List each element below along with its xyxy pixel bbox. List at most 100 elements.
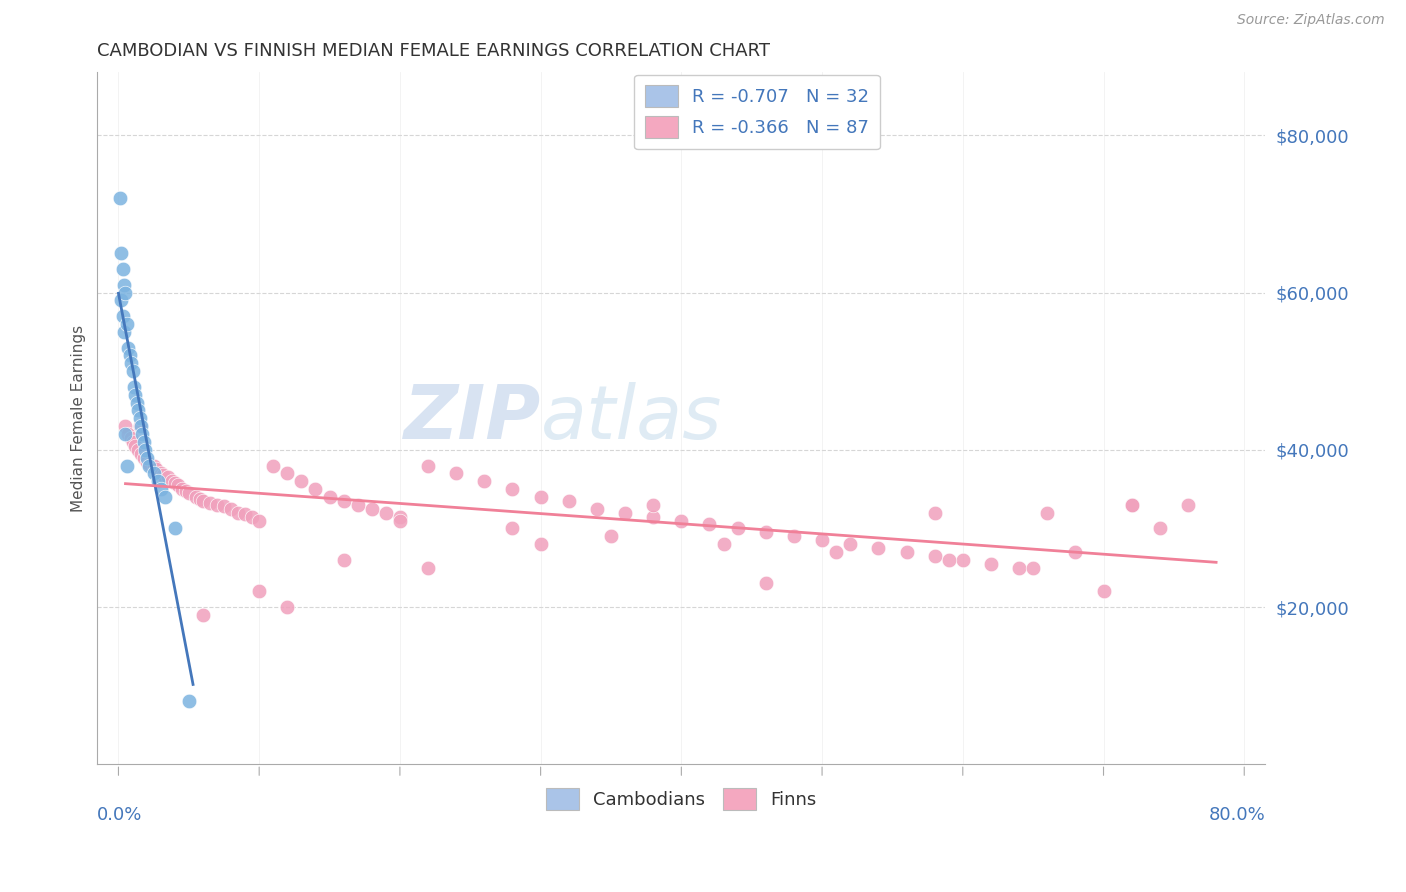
Point [111,309,134,323]
Point [125,395,148,409]
Point [262,458,284,473]
Point [247,514,270,528]
Point [416,458,439,473]
Text: 80.0%: 80.0% [1209,805,1265,824]
Point [558,494,581,508]
Point [145,462,167,476]
Point [127,403,149,417]
Point [825,545,848,559]
Point [114,419,136,434]
Point [755,525,778,540]
Point [128,411,150,425]
Point [219,501,242,516]
Point [1121,498,1143,512]
Point [128,419,150,434]
Point [108,191,131,205]
Point [727,521,749,535]
Point [110,246,132,260]
Point [111,262,134,277]
Point [501,482,523,496]
Point [304,482,326,496]
Point [388,509,411,524]
Point [226,506,249,520]
Point [896,545,918,559]
Point [177,694,200,708]
Point [276,600,298,615]
Point [1064,545,1087,559]
Text: Source: ZipAtlas.com: Source: ZipAtlas.com [1237,13,1385,28]
Point [174,483,197,498]
Point [1036,506,1059,520]
Point [530,537,553,551]
Point [129,447,152,461]
Point [332,553,354,567]
Point [755,576,778,591]
Point [120,356,142,370]
Point [114,427,136,442]
Point [122,380,145,394]
Point [149,482,172,496]
Point [374,506,396,520]
Point [501,521,523,535]
Point [138,457,160,471]
Point [1121,498,1143,512]
Point [131,427,153,442]
Point [115,458,138,473]
Point [247,584,270,599]
Text: ZIP: ZIP [404,382,541,455]
Point [643,498,665,512]
Point [153,490,176,504]
Point [924,506,946,520]
Point [142,458,165,473]
Point [156,470,179,484]
Point [212,500,235,514]
Text: 0.0%: 0.0% [97,805,143,824]
Point [166,478,188,492]
Point [671,514,693,528]
Point [530,490,553,504]
Point [1092,584,1115,599]
Legend: Cambodians, Finns: Cambodians, Finns [538,781,824,817]
Point [188,491,211,506]
Point [472,475,495,489]
Point [346,498,368,512]
Y-axis label: Median Female Earnings: Median Female Earnings [72,325,86,512]
Point [135,454,157,468]
Point [811,533,834,548]
Point [444,467,467,481]
Point [127,442,149,457]
Point [924,549,946,563]
Point [614,506,637,520]
Point [643,509,665,524]
Point [112,277,135,292]
Point [318,490,340,504]
Point [149,467,172,481]
Point [600,529,623,543]
Point [120,431,142,445]
Text: atlas: atlas [541,383,723,454]
Point [117,341,139,355]
Point [586,501,609,516]
Point [129,419,152,434]
Point [205,498,228,512]
Point [121,364,143,378]
Point [110,293,132,308]
Point [132,434,155,449]
Point [713,537,735,551]
Point [191,607,214,622]
Point [134,442,156,457]
Point [124,388,146,402]
Point [952,553,974,567]
Point [1149,521,1171,535]
Point [1008,560,1031,574]
Point [184,490,207,504]
Point [114,285,136,300]
Point [198,496,221,510]
Point [980,557,1002,571]
Point [152,467,174,482]
Point [1022,560,1045,574]
Point [112,325,135,339]
Point [1177,498,1199,512]
Point [117,427,139,442]
Point [360,501,382,516]
